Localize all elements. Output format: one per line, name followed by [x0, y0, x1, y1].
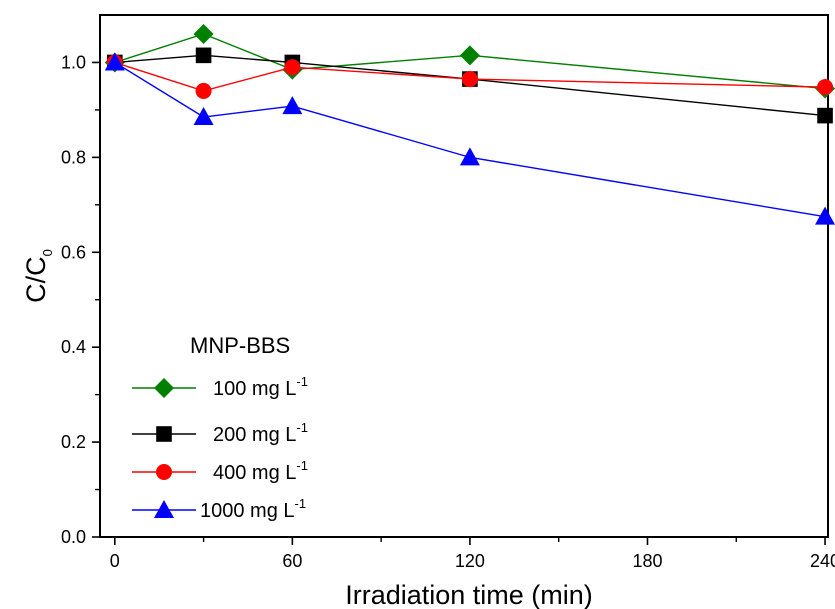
- data-point: [193, 23, 214, 44]
- y-tick-label: 1.0: [61, 52, 86, 72]
- y-axis-title: C/C0: [21, 249, 55, 303]
- legend-label: 1000 mg L-1: [200, 496, 306, 522]
- x-tick-label: 240: [810, 551, 835, 571]
- legend-label: 400 mg L-1: [213, 458, 308, 484]
- legend-marker: [154, 378, 174, 398]
- data-point: [282, 96, 303, 115]
- plot-frame: [99, 14, 829, 538]
- y-tick-label: 0.6: [61, 242, 86, 262]
- data-point: [817, 107, 833, 124]
- data-point: [193, 107, 214, 126]
- legend-item: 400 mg L-1: [132, 458, 308, 484]
- y-tick-label: 0.4: [61, 337, 86, 357]
- data-point: [195, 82, 212, 99]
- data-point: [104, 52, 125, 71]
- data-point: [459, 45, 480, 66]
- data-point: [195, 47, 212, 64]
- legend-marker: [154, 500, 174, 518]
- legend-item: 100 mg L-1: [132, 374, 308, 400]
- legend-item: 1000 mg L-1: [132, 496, 306, 522]
- series-4: [104, 52, 835, 225]
- y-tick-label: 0.2: [61, 432, 86, 452]
- x-tick-label: 120: [455, 551, 485, 571]
- x-tick-label: 180: [632, 551, 662, 571]
- x-tick-label: 60: [282, 551, 302, 571]
- legend-marker: [156, 426, 172, 442]
- legend-title: MNP-BBS: [190, 333, 290, 358]
- data-point: [284, 59, 301, 76]
- data-point: [817, 79, 834, 96]
- legend-marker: [156, 464, 172, 480]
- data-point: [815, 206, 835, 225]
- data-point: [461, 71, 478, 88]
- legend-label: 100 mg L-1: [213, 374, 308, 400]
- y-tick-label: 0.8: [61, 147, 86, 167]
- y-tick-label: 0.0: [61, 527, 86, 547]
- x-tick-label: 0: [110, 551, 120, 571]
- legend-label: 200 mg L-1: [213, 420, 308, 446]
- x-axis-title: Irradiation time (min): [345, 580, 593, 609]
- legend-item: 200 mg L-1: [132, 420, 308, 446]
- data-point: [459, 147, 480, 166]
